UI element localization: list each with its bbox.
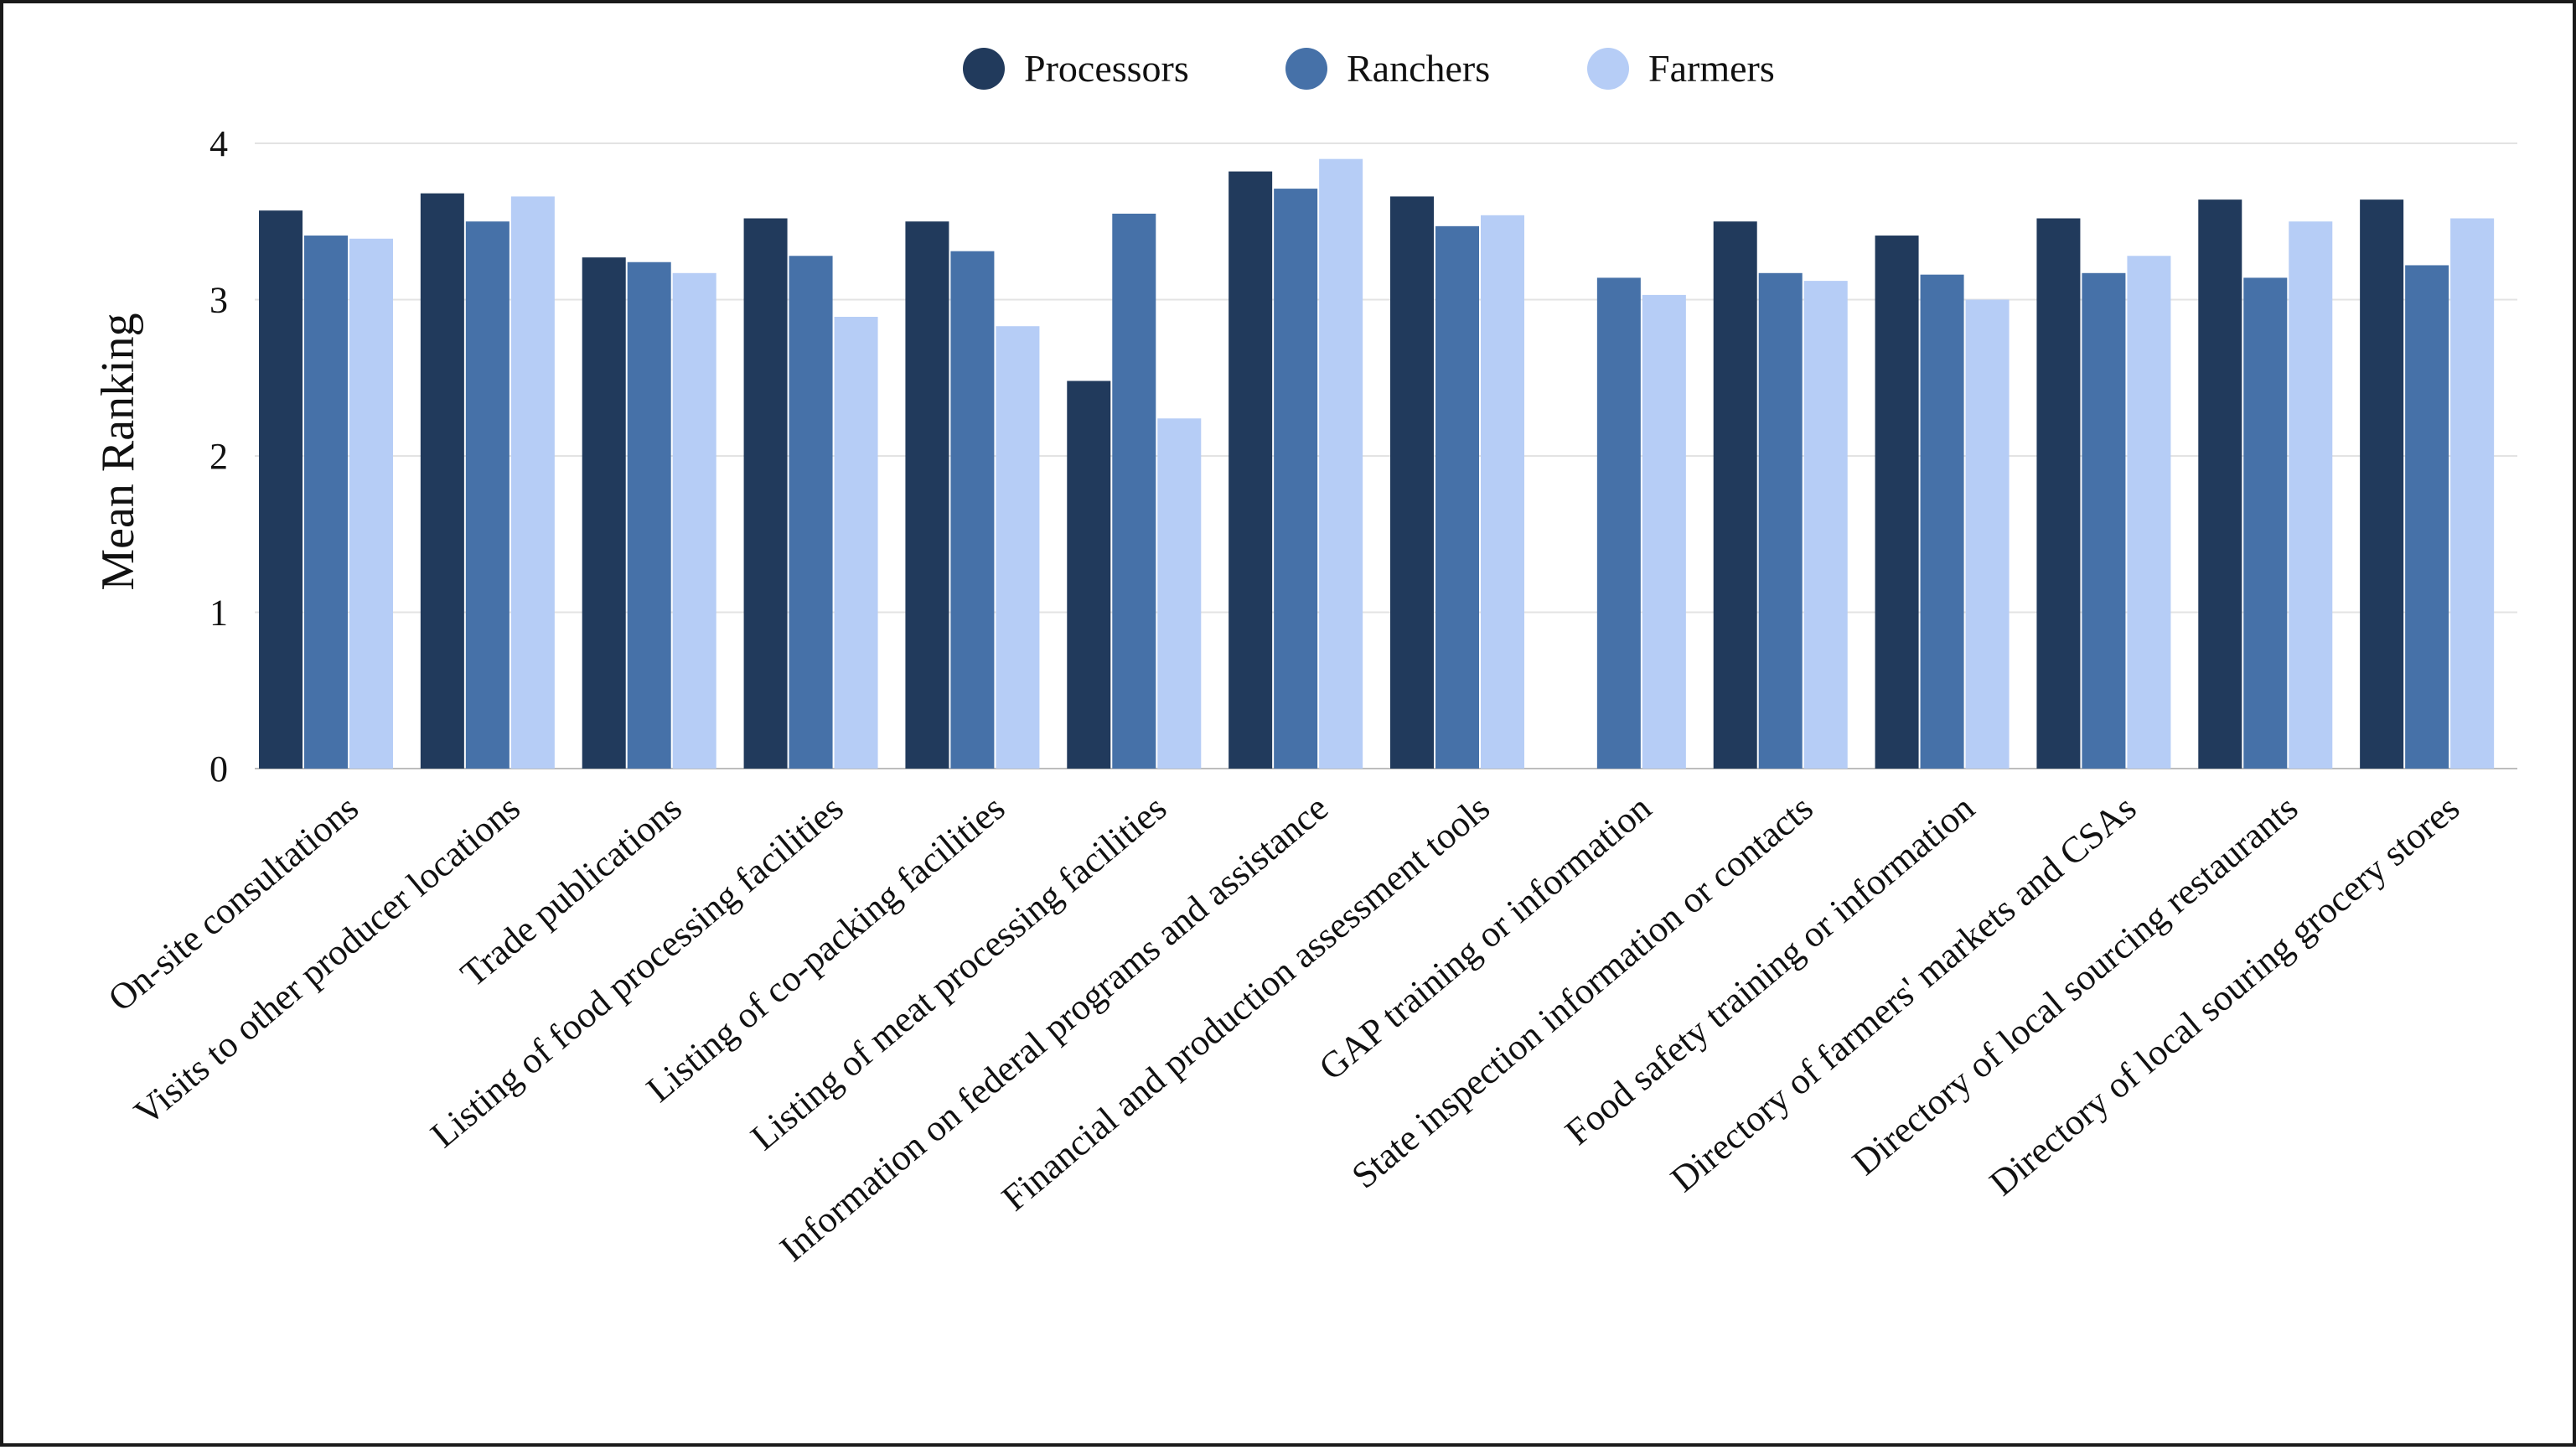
bar-farmers-visits-to-other-producer-locations bbox=[510, 196, 555, 769]
y-tick-label-3: 3 bbox=[209, 280, 228, 321]
y-tick-label-1: 1 bbox=[209, 593, 228, 634]
bar-ranchers-food-safety-training-or-information bbox=[1920, 274, 1964, 769]
y-axis-title: Mean Ranking bbox=[92, 313, 144, 590]
legend: Processors Ranchers Farmers bbox=[963, 47, 1775, 90]
legend-label-ranchers: Ranchers bbox=[1347, 47, 1490, 90]
bar-ranchers-financial-and-production-assessment-tools bbox=[1435, 225, 1479, 769]
bar-farmers-directory-of-farmers-markets-and-csas bbox=[2127, 256, 2171, 769]
bar-farmers-listing-of-co-packing-facilities bbox=[996, 326, 1040, 769]
y-axis-ticks: 0 1 2 3 4 bbox=[209, 123, 228, 790]
bar-processors-food-safety-training-or-information bbox=[1875, 236, 1919, 769]
y-tick-label-2: 2 bbox=[209, 436, 228, 477]
bar-farmers-on-site-consultations bbox=[349, 238, 393, 769]
bar-processors-listing-of-meat-processing-facilities bbox=[1067, 381, 1111, 769]
y-tick-label-4: 4 bbox=[209, 123, 228, 164]
bar-processors-listing-of-co-packing-facilities bbox=[905, 221, 949, 769]
bar-ranchers-information-on-federal-programs-and-assistance bbox=[1274, 189, 1318, 769]
bars bbox=[259, 158, 2495, 769]
bar-farmers-directory-of-local-souring-grocery-stores bbox=[2450, 218, 2495, 769]
bar-farmers-listing-of-food-processing-facilities bbox=[834, 317, 878, 769]
bar-farmers-food-safety-training-or-information bbox=[1965, 299, 2010, 769]
bar-ranchers-directory-of-local-souring-grocery-stores bbox=[2405, 265, 2449, 769]
bar-ranchers-listing-of-food-processing-facilities bbox=[789, 256, 833, 769]
bar-ranchers-on-site-consultations bbox=[304, 236, 348, 769]
bar-processors-visits-to-other-producer-locations bbox=[420, 193, 464, 769]
bar-ranchers-directory-of-local-sourcing-restaurants bbox=[2243, 277, 2288, 769]
bar-processors-directory-of-local-souring-grocery-stores bbox=[2360, 199, 2404, 769]
legend-swatch-farmers bbox=[1587, 48, 1629, 90]
legend-swatch-ranchers bbox=[1285, 48, 1327, 90]
bar-processors-information-on-federal-programs-and-assistance bbox=[1229, 171, 1273, 769]
bar-farmers-listing-of-meat-processing-facilities bbox=[1157, 418, 1202, 769]
bar-processors-state-inspection-information-or-contacts bbox=[1713, 221, 1757, 769]
legend-swatch-processors bbox=[963, 48, 1005, 90]
x-tick-label-information-on-federal-programs-and-assistance: Information on federal programs and assi… bbox=[772, 787, 1336, 1270]
bar-chart: Processors Ranchers Farmers 0 1 2 3 4 On-site … bbox=[92, 47, 2517, 1270]
bar-farmers-financial-and-production-assessment-tools bbox=[1481, 215, 1524, 769]
bar-ranchers-trade-publications bbox=[627, 262, 671, 769]
bar-processors-directory-of-local-sourcing-restaurants bbox=[2198, 199, 2242, 769]
bar-farmers-state-inspection-information-or-contacts bbox=[1803, 281, 1848, 769]
x-tick-label-gap-training-or-information: GAP training or information bbox=[1311, 787, 1659, 1088]
bar-farmers-directory-of-local-sourcing-restaurants bbox=[2289, 221, 2333, 769]
bar-ranchers-gap-training-or-information bbox=[1596, 277, 1641, 769]
y-tick-label-0: 0 bbox=[209, 748, 228, 790]
bar-farmers-information-on-federal-programs-and-assistance bbox=[1319, 158, 1363, 769]
legend-label-processors: Processors bbox=[1024, 47, 1189, 90]
bar-ranchers-visits-to-other-producer-locations bbox=[465, 221, 510, 769]
bar-ranchers-directory-of-farmers-markets-and-csas bbox=[2082, 272, 2126, 769]
bar-farmers-trade-publications bbox=[672, 272, 716, 769]
bar-processors-listing-of-food-processing-facilities bbox=[743, 218, 788, 769]
bar-processors-trade-publications bbox=[582, 257, 626, 769]
bar-processors-directory-of-farmers-markets-and-csas bbox=[2036, 218, 2081, 769]
bar-farmers-gap-training-or-information bbox=[1642, 294, 1686, 769]
bar-ranchers-state-inspection-information-or-contacts bbox=[1758, 272, 1803, 769]
bar-processors-on-site-consultations bbox=[259, 210, 303, 769]
bar-ranchers-listing-of-co-packing-facilities bbox=[950, 251, 995, 769]
bar-ranchers-listing-of-meat-processing-facilities bbox=[1112, 213, 1156, 769]
bar-processors-financial-and-production-assessment-tools bbox=[1390, 196, 1434, 769]
legend-label-farmers: Farmers bbox=[1648, 47, 1775, 90]
